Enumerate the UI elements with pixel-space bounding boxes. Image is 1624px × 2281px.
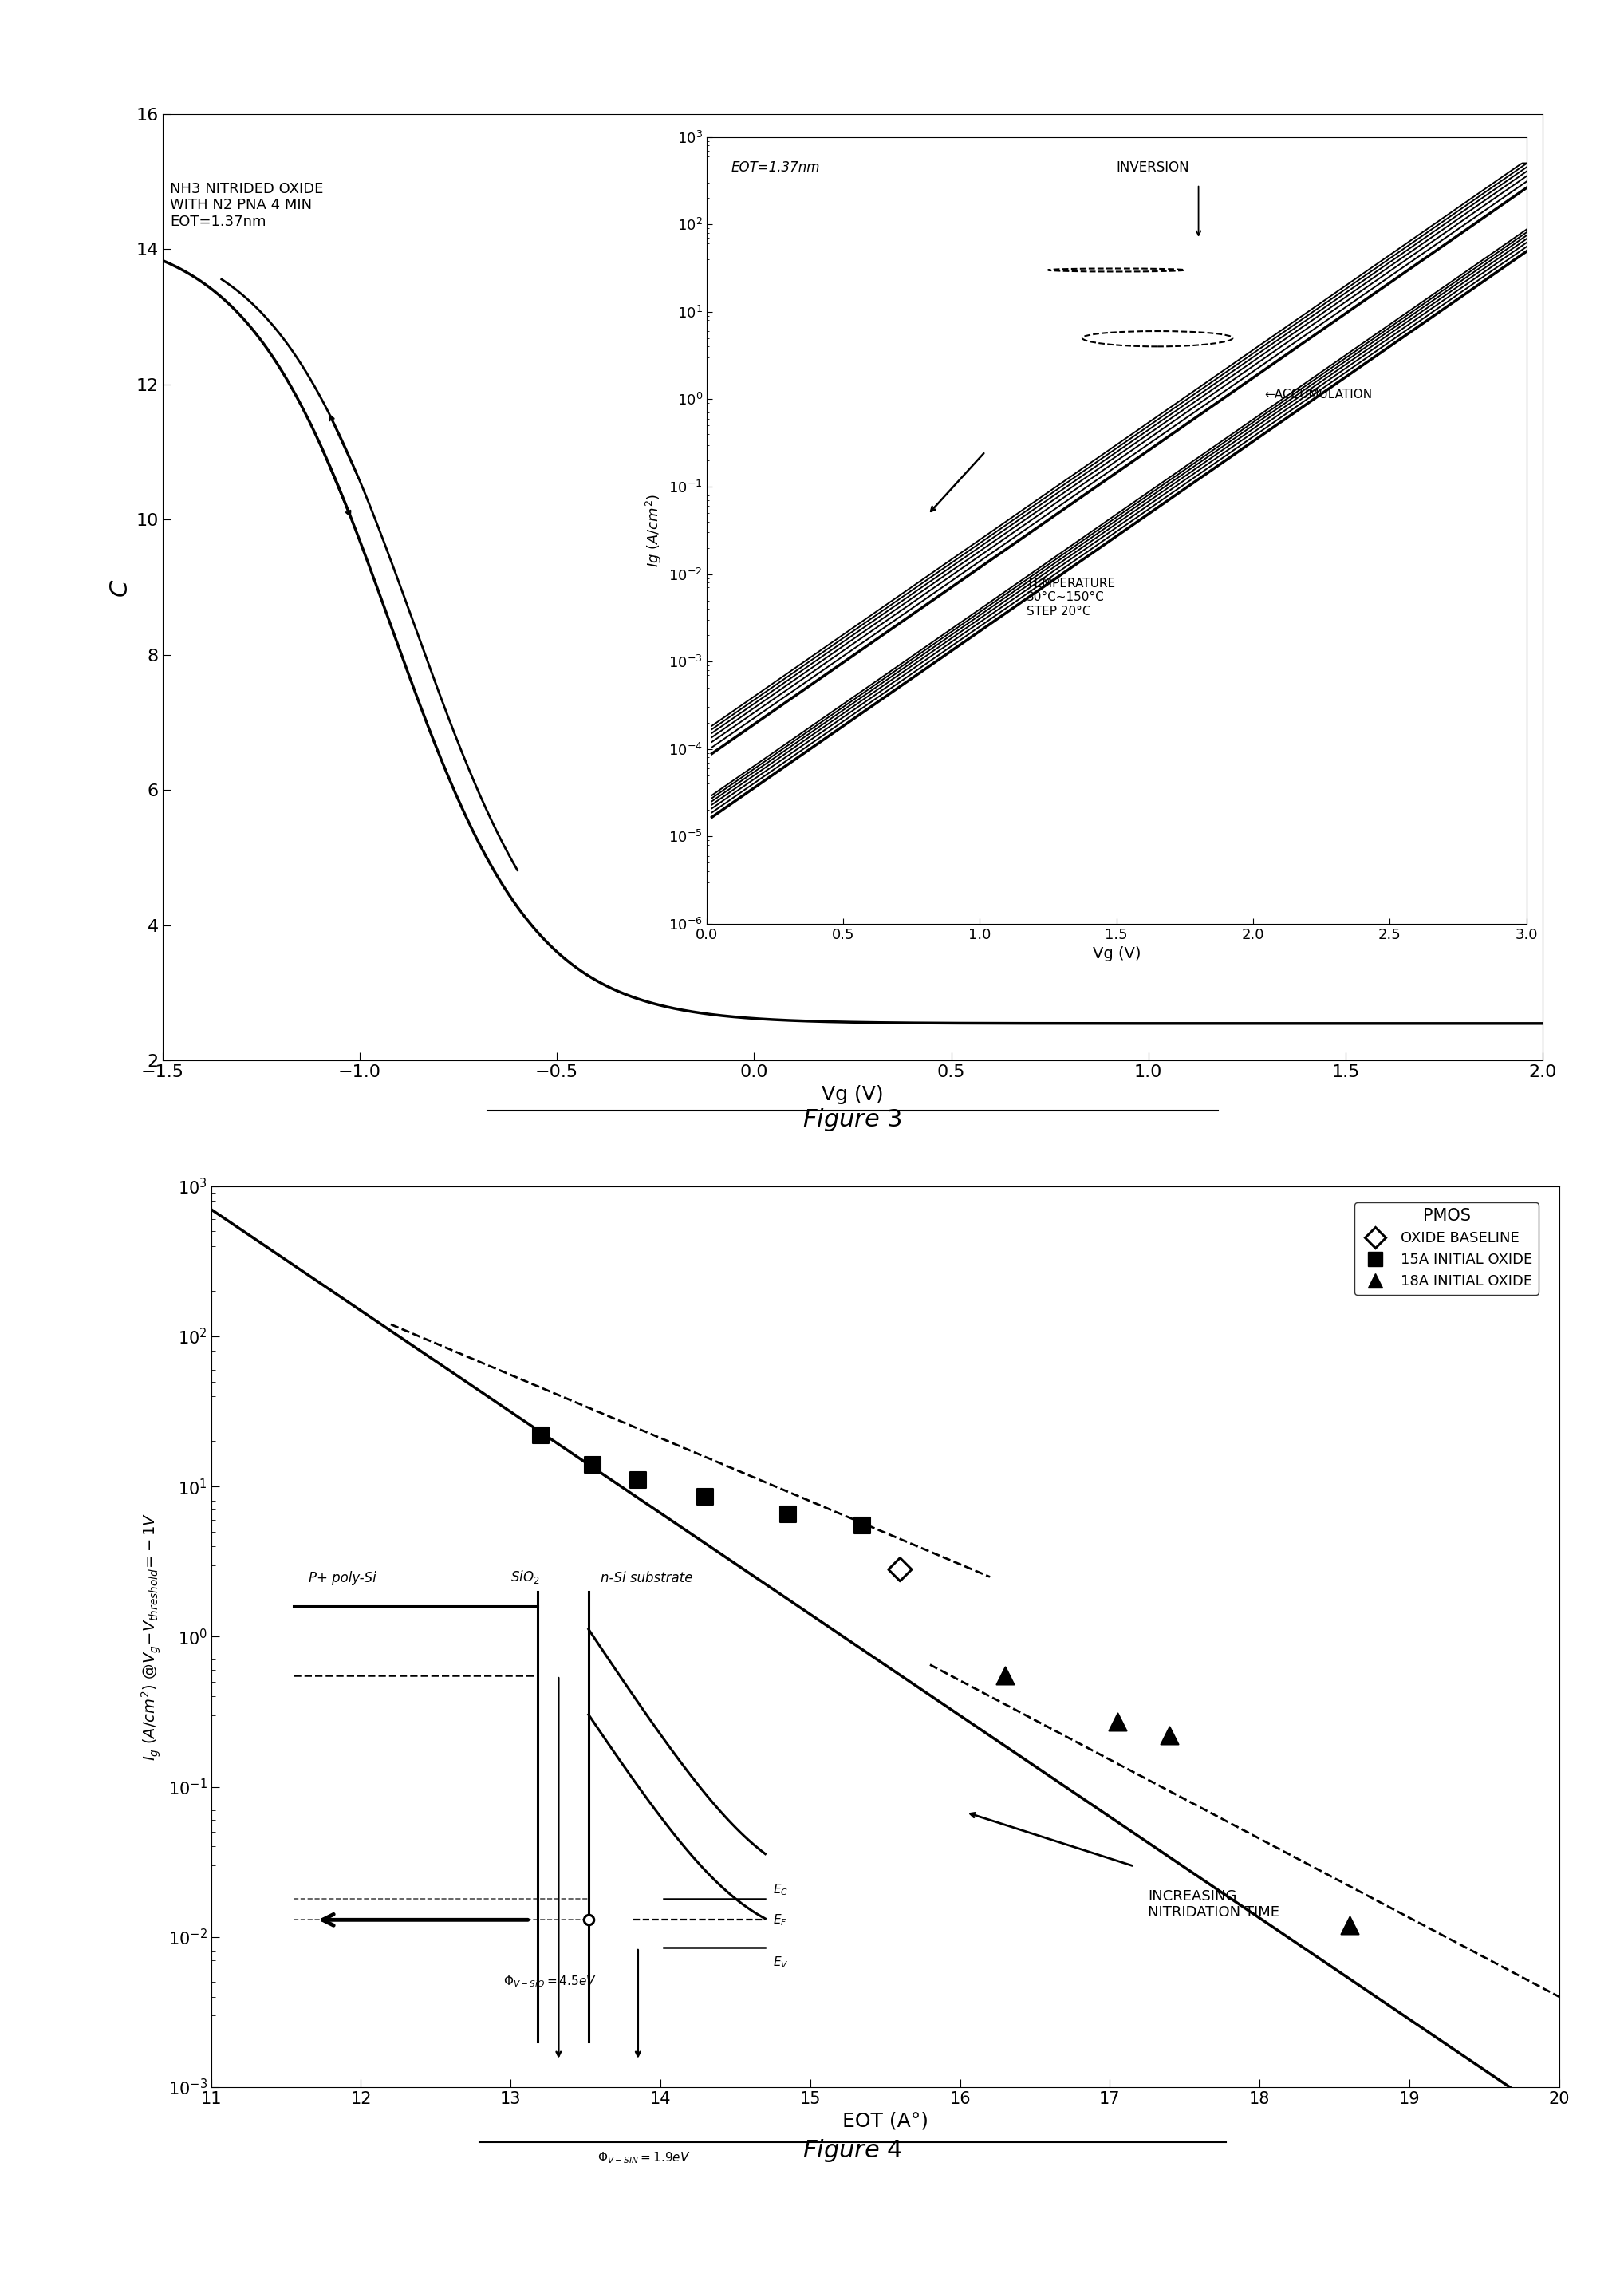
Point <box>580 1446 606 1483</box>
Text: EOT=1.37nm: EOT=1.37nm <box>731 160 820 176</box>
Text: $SiO_2$: $SiO_2$ <box>510 1569 539 1585</box>
Point <box>849 1508 875 1544</box>
Point <box>1337 1907 1363 1943</box>
Text: NH3 NITRIDED OXIDE
WITH N2 PNA 4 MIN
EOT=1.37nm: NH3 NITRIDED OXIDE WITH N2 PNA 4 MIN EOT… <box>171 182 323 228</box>
Text: $E_V$: $E_V$ <box>773 1955 788 1969</box>
Text: TEMPERATURE
30°C~150°C
STEP 20°C: TEMPERATURE 30°C~150°C STEP 20°C <box>1026 577 1116 618</box>
Y-axis label: $I_g\ (A/cm^2)\ @V_g\!-\!V_{threshold}\!=\!-1V$: $I_g\ (A/cm^2)\ @V_g\!-\!V_{threshold}\!… <box>140 1512 162 1761</box>
Text: ←ACCUMULATION: ←ACCUMULATION <box>1263 388 1372 401</box>
Point <box>887 1551 913 1588</box>
Text: $E_F$: $E_F$ <box>773 1911 788 1927</box>
Point <box>1156 1718 1182 1754</box>
Text: $\Phi_{V-SiO}=4.5eV$: $\Phi_{V-SiO}=4.5eV$ <box>503 1973 596 1989</box>
Legend: OXIDE BASELINE, 15A INITIAL OXIDE, 18A INITIAL OXIDE: OXIDE BASELINE, 15A INITIAL OXIDE, 18A I… <box>1354 1202 1538 1296</box>
Text: $\it{Figure\ 4}$: $\it{Figure\ 4}$ <box>802 2137 903 2165</box>
Text: $E_C$: $E_C$ <box>773 1882 788 1898</box>
Y-axis label: C: C <box>109 579 132 595</box>
Text: n-Si substrate: n-Si substrate <box>601 1572 693 1585</box>
Point <box>692 1478 718 1515</box>
Text: INVERSION: INVERSION <box>1117 160 1190 176</box>
Text: $\it{Figure\ 3}$: $\it{Figure\ 3}$ <box>802 1106 903 1134</box>
Text: $\Phi_{V-SIN}=1.9eV$: $\Phi_{V-SIN}=1.9eV$ <box>598 2151 690 2165</box>
Text: P+ poly-Si: P+ poly-Si <box>309 1572 377 1585</box>
Text: INCREASING
NITRIDATION TIME: INCREASING NITRIDATION TIME <box>1148 1889 1280 1921</box>
Point <box>992 1658 1018 1695</box>
Point <box>625 1462 651 1499</box>
Point <box>775 1496 801 1533</box>
X-axis label: Vg (V): Vg (V) <box>1093 947 1140 963</box>
Point <box>528 1417 554 1453</box>
X-axis label: Vg (V): Vg (V) <box>822 1086 883 1104</box>
X-axis label: EOT (A°): EOT (A°) <box>841 2112 929 2130</box>
Point <box>1104 1704 1130 1740</box>
Y-axis label: $Ig\ (A/cm^2)$: $Ig\ (A/cm^2)$ <box>645 493 664 568</box>
